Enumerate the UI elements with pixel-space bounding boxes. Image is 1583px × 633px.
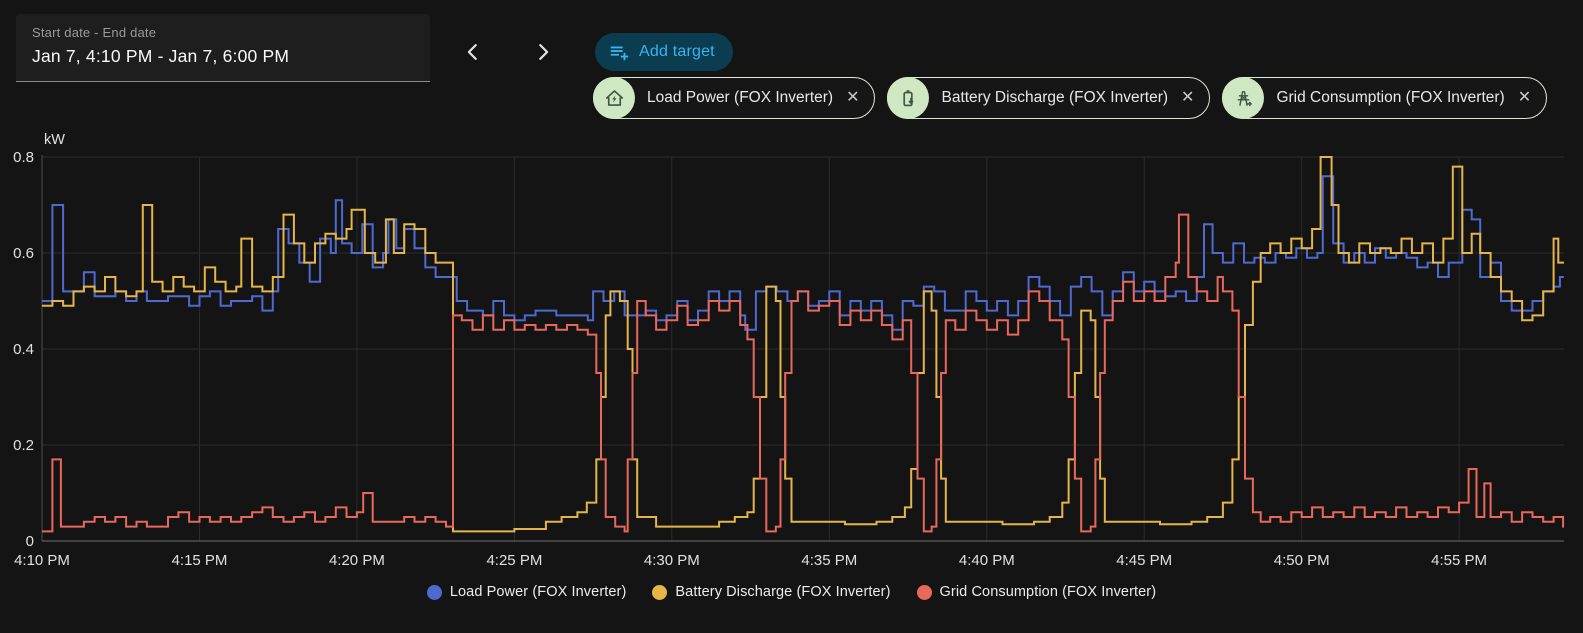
chart-legend: Load Power (FOX Inverter) Battery Discha… (0, 584, 1583, 600)
add-target-button[interactable]: Add target (595, 33, 733, 71)
x-axis-tick-label: 4:20 PM (329, 552, 385, 569)
y-axis-tick-label: 0 (26, 533, 34, 550)
target-chips-row: Load Power (FOX Inverter) ✕ Battery Disc… (593, 77, 1548, 119)
transmission-tower-export-icon (1222, 77, 1265, 119)
remove-target-button[interactable]: ✕ (1176, 90, 1209, 106)
prev-period-button[interactable] (457, 36, 489, 68)
series-line-2 (42, 213, 1565, 533)
y-axis-tick-label: 0.8 (13, 149, 34, 166)
next-period-button[interactable] (527, 36, 559, 68)
playlist-add-icon (610, 46, 629, 61)
date-range-value: Jan 7, 4:10 PM - Jan 7, 6:00 PM (32, 46, 290, 66)
x-axis-tick-label: 4:10 PM (14, 552, 70, 569)
target-chip-battery-discharge[interactable]: Battery Discharge (FOX Inverter) ✕ (887, 77, 1211, 119)
target-chip-grid-consumption[interactable]: Grid Consumption (FOX Inverter) ✕ (1222, 77, 1548, 119)
home-lightning-bolt-icon (593, 77, 635, 119)
date-range-field[interactable]: Start date - End date Jan 7, 4:10 PM - J… (16, 14, 430, 82)
add-target-label: Add target (639, 43, 715, 60)
chevron-left-icon (467, 44, 477, 60)
x-axis-tick-label: 4:15 PM (172, 552, 228, 569)
y-axis-tick-label: 0.6 (13, 245, 34, 262)
y-axis-unit-label: kW (44, 132, 65, 148)
legend-label: Grid Consumption (FOX Inverter) (939, 584, 1157, 600)
legend-dot-battery-discharge (652, 584, 668, 600)
target-chip-load-power[interactable]: Load Power (FOX Inverter) ✕ (593, 77, 876, 119)
x-axis-tick-label: 4:35 PM (801, 552, 857, 569)
battery-arrow-down-icon (887, 77, 930, 119)
chevron-right-icon (539, 44, 549, 60)
series-line-1 (42, 156, 1564, 533)
remove-target-button[interactable]: ✕ (1513, 90, 1546, 106)
target-chip-label: Battery Discharge (FOX Inverter) (941, 89, 1169, 106)
y-axis-tick-label: 0.2 (13, 437, 34, 454)
remove-target-button[interactable]: ✕ (841, 90, 874, 106)
y-axis-tick-label: 0.4 (13, 341, 34, 358)
date-range-label: Start date - End date (32, 25, 157, 40)
legend-dot-grid-consumption (916, 584, 932, 600)
x-axis-tick-label: 4:45 PM (1116, 552, 1172, 569)
legend-label: Load Power (FOX Inverter) (449, 584, 627, 600)
x-axis-tick-label: 4:40 PM (959, 552, 1015, 569)
x-axis-tick-label: 4:55 PM (1431, 552, 1487, 569)
x-axis-tick-label: 4:50 PM (1274, 552, 1330, 569)
legend-item-grid-consumption[interactable]: Grid Consumption (FOX Inverter) (916, 584, 1157, 600)
x-axis-tick-label: 4:25 PM (486, 552, 542, 569)
x-axis-tick-label: 4:30 PM (644, 552, 700, 569)
legend-item-load-power[interactable]: Load Power (FOX Inverter) (426, 584, 627, 600)
target-chip-label: Grid Consumption (FOX Inverter) (1276, 89, 1505, 106)
legend-label: Battery Discharge (FOX Inverter) (675, 584, 891, 600)
legend-dot-load-power (426, 584, 442, 600)
target-chip-label: Load Power (FOX Inverter) (647, 89, 834, 106)
legend-item-battery-discharge[interactable]: Battery Discharge (FOX Inverter) (652, 584, 890, 600)
